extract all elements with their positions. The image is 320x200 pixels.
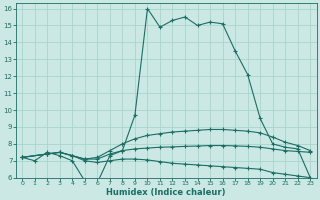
X-axis label: Humidex (Indice chaleur): Humidex (Indice chaleur) (107, 188, 226, 197)
